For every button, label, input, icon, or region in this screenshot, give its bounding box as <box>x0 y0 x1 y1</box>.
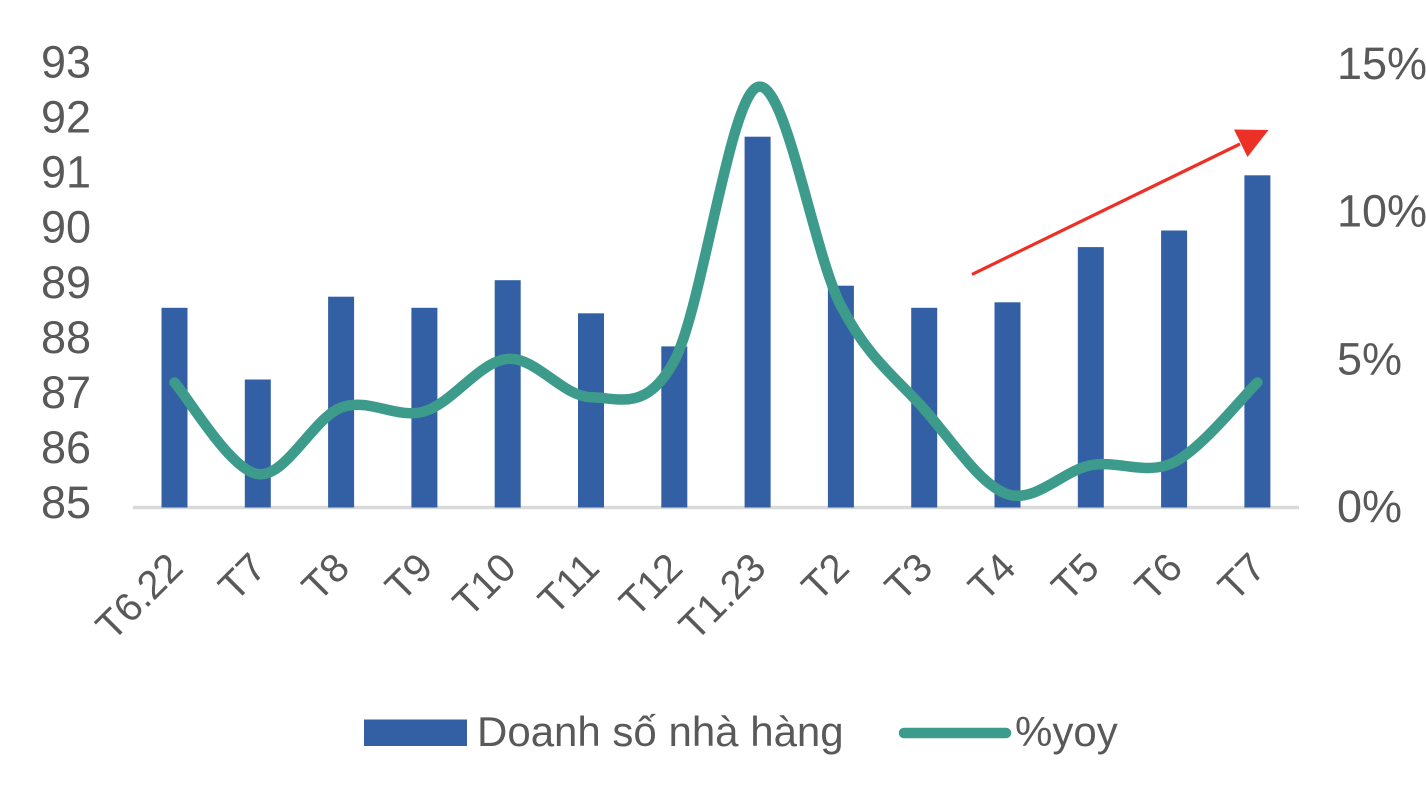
svg-text:Doanh số nhà hàng: Doanh số nhà hàng <box>477 708 844 755</box>
svg-text:93: 93 <box>41 36 91 87</box>
svg-text:85: 85 <box>41 477 91 528</box>
svg-text:91: 91 <box>41 147 91 198</box>
svg-text:87: 87 <box>41 367 91 418</box>
svg-text:%yoy: %yoy <box>1015 708 1118 755</box>
svg-text:90: 90 <box>41 202 91 253</box>
svg-text:5%: 5% <box>1337 333 1402 384</box>
svg-text:88: 88 <box>41 312 91 363</box>
svg-text:89: 89 <box>41 257 91 308</box>
svg-text:10%: 10% <box>1337 186 1426 237</box>
svg-text:86: 86 <box>41 422 91 473</box>
svg-text:0%: 0% <box>1337 481 1402 532</box>
svg-text:15%: 15% <box>1337 38 1426 89</box>
svg-text:92: 92 <box>41 92 91 143</box>
